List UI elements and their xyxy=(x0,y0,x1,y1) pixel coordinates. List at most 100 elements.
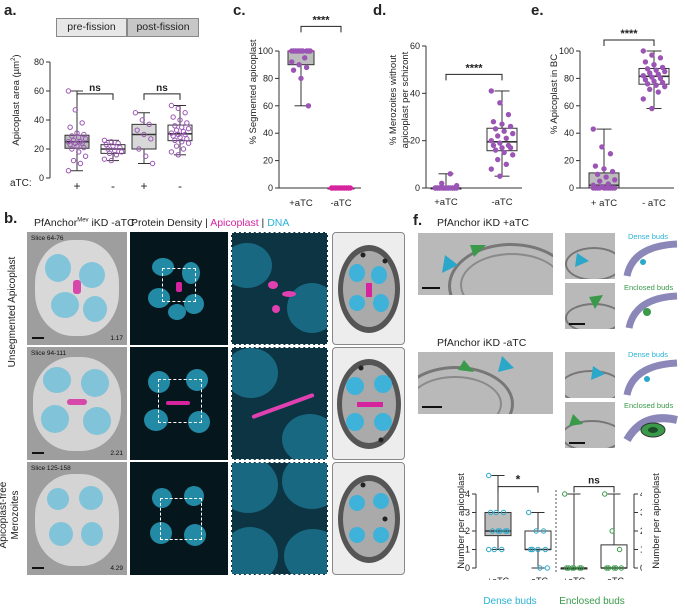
data-point xyxy=(69,146,75,152)
y-tick-label: 60 xyxy=(410,41,420,51)
data-point xyxy=(507,145,514,151)
x-tick-label: +aTC xyxy=(289,198,313,209)
data-point xyxy=(170,114,176,120)
data-point xyxy=(497,528,503,534)
y-tick-label: 0 xyxy=(465,563,470,573)
label-enclosed-buds: Enclosed buds xyxy=(624,283,674,292)
y-tick-label: 60 xyxy=(263,101,273,111)
significance-bracket xyxy=(143,93,181,100)
data-point xyxy=(447,171,453,177)
data-point xyxy=(65,168,72,174)
data-point xyxy=(334,185,340,191)
chart-f: 0 1 2 3 4 +aTC -aTC +aTC -aTC 0 1 2 3 4 * ns xyxy=(465,473,642,580)
y-tick-label: 40 xyxy=(263,128,273,138)
data-point xyxy=(651,78,657,84)
data-point xyxy=(613,565,619,571)
data-point xyxy=(618,565,625,571)
y-tick-label: 0 xyxy=(39,173,44,183)
data-point xyxy=(612,177,618,183)
data-point xyxy=(644,66,651,72)
x-tick-label: +aTC xyxy=(563,576,586,580)
panel-f-title-plus: PfAnchor iKD +aTC xyxy=(437,217,529,229)
label-dense-buds: Dense buds xyxy=(628,232,669,241)
box xyxy=(524,530,552,550)
data-point xyxy=(605,565,612,571)
data-point xyxy=(79,140,85,146)
row-label-unsegmented: Unsegmented Apicoplast xyxy=(7,256,18,368)
data-point xyxy=(69,133,75,139)
fluorescence-image-2 xyxy=(130,347,228,460)
data-point xyxy=(602,491,608,497)
data-point xyxy=(67,124,73,130)
data-point xyxy=(576,565,583,571)
data-point xyxy=(177,117,183,123)
data-point xyxy=(655,71,661,77)
data-point xyxy=(597,185,603,191)
x-tick-label: -aTC xyxy=(491,197,512,208)
data-point xyxy=(143,153,149,159)
panel-label-b: b. xyxy=(4,210,18,227)
x-tick-label: - aTC xyxy=(642,198,666,209)
data-point xyxy=(502,528,509,534)
data-point xyxy=(173,127,180,133)
data-point xyxy=(653,82,659,88)
data-point xyxy=(490,119,497,125)
data-point xyxy=(136,146,142,152)
data-point xyxy=(173,143,180,149)
significance-bracket xyxy=(573,486,615,493)
data-point xyxy=(180,146,187,152)
zoom-image-2 xyxy=(231,347,328,460)
corner-label-2: 2.21 xyxy=(110,450,123,457)
y-tick-label: 80 xyxy=(564,73,574,83)
data-point xyxy=(590,126,596,132)
data-point xyxy=(644,81,651,87)
data-point xyxy=(640,96,646,102)
data-point xyxy=(497,173,503,179)
data-point xyxy=(70,157,77,164)
data-point xyxy=(655,89,661,95)
data-point xyxy=(503,161,509,168)
data-point xyxy=(110,143,116,149)
data-point xyxy=(649,105,655,112)
data-point xyxy=(507,123,514,130)
data-point xyxy=(289,59,295,65)
significance-label: **** xyxy=(620,28,638,40)
data-point xyxy=(329,185,335,191)
data-point xyxy=(601,166,607,172)
data-point xyxy=(101,137,108,144)
data-point xyxy=(662,68,668,75)
y-tick-label: 60 xyxy=(34,86,44,96)
data-point xyxy=(592,163,599,169)
y-tick-label: 80 xyxy=(34,57,44,67)
data-point xyxy=(501,149,507,156)
y-tick-label: 40 xyxy=(410,88,420,98)
microscopy-image-3: Slice 125-158 4.29 xyxy=(27,462,127,575)
panel-label-f: f. xyxy=(413,212,423,229)
x-tick-label: +aTC xyxy=(487,576,510,580)
data-point xyxy=(504,528,510,534)
significance-bracket xyxy=(603,39,655,47)
data-point xyxy=(81,131,87,138)
cartoon-3 xyxy=(332,462,405,575)
data-point xyxy=(657,75,664,82)
data-point xyxy=(642,77,649,83)
slice-label-2: Slice 94-111 xyxy=(31,350,67,357)
data-point xyxy=(182,131,188,138)
segmentation-enclosed xyxy=(625,292,678,329)
data-point xyxy=(112,147,118,154)
data-point xyxy=(647,70,653,76)
data-point xyxy=(571,565,577,571)
tomogram-detail-dense-2 xyxy=(565,352,615,398)
data-point xyxy=(149,160,156,167)
data-point xyxy=(113,152,120,158)
y-tick-label: 20 xyxy=(564,156,574,166)
y-tick-label: 20 xyxy=(34,144,44,154)
tomogram-minus-atc xyxy=(418,352,553,414)
data-point xyxy=(662,83,668,90)
data-point xyxy=(569,565,575,571)
y-tick-label: 80 xyxy=(263,73,273,83)
y-tick-label: 100 xyxy=(258,46,273,56)
data-point xyxy=(612,185,618,191)
data-point xyxy=(303,64,310,71)
data-point xyxy=(607,151,614,157)
